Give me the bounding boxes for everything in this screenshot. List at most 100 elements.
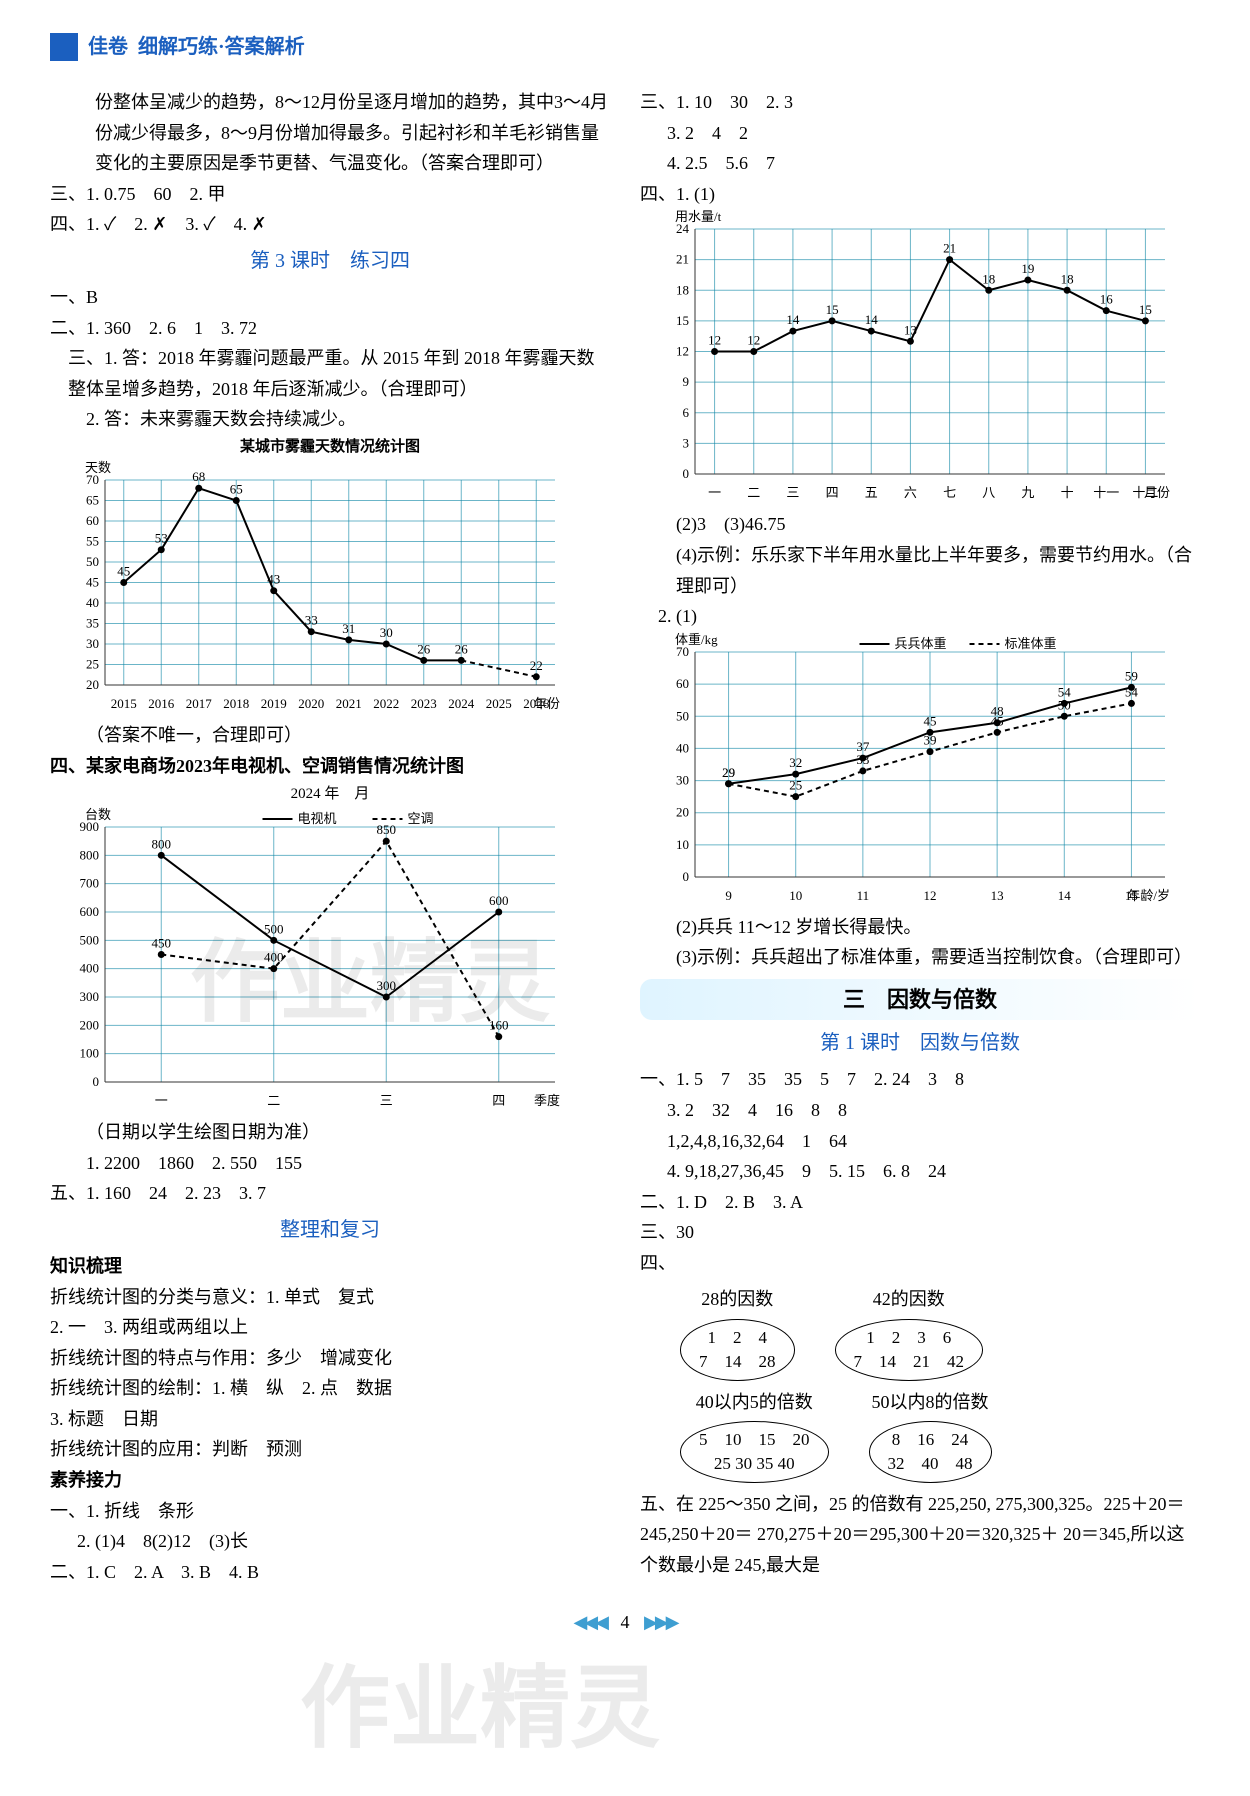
svg-text:65: 65 xyxy=(230,482,243,497)
oval-line: 32 40 48 xyxy=(888,1452,973,1476)
arrow-left-icon: ◀◀◀ xyxy=(573,1612,606,1632)
oval: 5 10 15 20 25 30 35 40 xyxy=(680,1421,829,1483)
svg-text:59: 59 xyxy=(1125,668,1138,683)
text-line: 2. 一 3. 两组或两组以上 xyxy=(50,1312,610,1343)
svg-text:500: 500 xyxy=(80,932,100,947)
left-column: 份整体呈减少的趋势，8～12月份呈逐月增加的趋势，其中3～4月份减少得最多，8～… xyxy=(50,87,610,1587)
oval-line: 1 2 3 6 xyxy=(854,1326,965,1350)
svg-text:32: 32 xyxy=(789,755,802,770)
answer-line: (2)兵兵 11～12 岁增长得最快。 xyxy=(640,912,1200,943)
answer-line: 3. 2 4 2 xyxy=(640,118,1200,149)
svg-text:10: 10 xyxy=(676,837,689,852)
svg-text:9: 9 xyxy=(683,375,690,390)
svg-text:600: 600 xyxy=(489,893,509,908)
oval-row-2: 40以内5的倍数 5 10 15 20 25 30 35 40 50以内8的倍数… xyxy=(680,1387,1200,1483)
svg-text:35: 35 xyxy=(86,616,99,631)
text-line: 一、1. 折线 条形 xyxy=(50,1496,610,1527)
svg-text:15: 15 xyxy=(676,313,689,328)
svg-text:2018: 2018 xyxy=(223,696,249,711)
answer-line: 2. 答：未来雾霾天数会持续减少。 xyxy=(50,404,610,435)
answer-line: 3. 2 32 4 16 8 8 xyxy=(640,1095,1200,1126)
svg-text:12: 12 xyxy=(924,888,937,903)
right-column: 三、1. 10 30 2. 3 3. 2 4 2 4. 2.5 5.6 7 四、… xyxy=(640,87,1200,1587)
svg-text:台数: 台数 xyxy=(85,807,111,822)
answer-line: 五、1. 160 24 2. 23 3. 7 xyxy=(50,1178,610,1209)
svg-text:100: 100 xyxy=(80,1046,100,1061)
svg-text:9: 9 xyxy=(725,888,732,903)
chart-haze: 某城市雾霾天数情况统计图 202530354045505560657020152… xyxy=(50,435,610,721)
answer-line: 一、1. 5 7 35 35 5 7 2. 24 3 8 xyxy=(640,1064,1200,1095)
svg-text:200: 200 xyxy=(80,1017,100,1032)
svg-text:54: 54 xyxy=(1125,684,1139,699)
lesson-title: 第 1 课时 因数与倍数 xyxy=(640,1026,1200,1060)
svg-text:一: 一 xyxy=(708,485,721,500)
answer-line: 五、在 225～350 之间，25 的倍数有 225,250, 275,300,… xyxy=(640,1489,1200,1581)
oval-block: 42的因数 1 2 3 6 7 14 21 42 xyxy=(835,1284,984,1380)
answer-line: 三、1. 0.75 60 2. 甲 xyxy=(50,179,610,210)
svg-text:43: 43 xyxy=(267,572,280,587)
oval: 1 2 4 7 14 28 xyxy=(680,1319,795,1381)
svg-text:700: 700 xyxy=(80,876,100,891)
svg-text:10: 10 xyxy=(789,888,802,903)
chart-weight: 0102030405060709101112131415体重/kg年龄/岁293… xyxy=(640,632,1180,912)
answer-line: 三、30 xyxy=(640,1217,1200,1248)
arrow-right-icon: ▶▶▶ xyxy=(644,1612,677,1632)
svg-text:450: 450 xyxy=(152,936,172,951)
svg-text:六: 六 xyxy=(904,485,917,500)
svg-text:30: 30 xyxy=(676,772,689,787)
chart-title: 某城市雾霾天数情况统计图 xyxy=(50,435,610,461)
text-line: 折线统计图的应用：判断 预测 xyxy=(50,1434,610,1465)
svg-text:14: 14 xyxy=(865,312,879,327)
answer-line: (2)3 (3)46.75 xyxy=(640,509,1200,540)
answer-line: (3)示例：兵兵超出了标准体重，需要适当控制饮食。（合理即可） xyxy=(640,942,1200,973)
svg-text:40: 40 xyxy=(676,740,689,755)
answer-line: 四、1. ✓ 2. ✗ 3. ✓ 4. ✗ xyxy=(50,209,610,240)
svg-text:18: 18 xyxy=(1061,272,1074,287)
svg-text:七: 七 xyxy=(943,485,956,500)
svg-text:18: 18 xyxy=(676,283,689,298)
svg-text:14: 14 xyxy=(1058,888,1072,903)
section-label: 四、某家电商场2023年电视机、空调销售情况统计图 xyxy=(50,751,610,782)
svg-text:11: 11 xyxy=(857,888,870,903)
svg-text:300: 300 xyxy=(80,989,100,1004)
header-title: 细解巧练·答案解析 xyxy=(138,30,305,64)
subheading: 知识梳理 xyxy=(50,1251,610,1282)
answer-line: 二、1. D 2. B 3. A xyxy=(640,1187,1200,1218)
svg-text:12: 12 xyxy=(747,333,760,348)
svg-text:2024: 2024 xyxy=(448,696,475,711)
svg-text:13: 13 xyxy=(991,888,1004,903)
svg-text:19: 19 xyxy=(1021,261,1034,276)
svg-text:50: 50 xyxy=(86,554,99,569)
svg-text:季度: 季度 xyxy=(534,1093,560,1108)
svg-text:20: 20 xyxy=(676,804,689,819)
svg-text:25: 25 xyxy=(789,777,802,792)
unit-banner: 三 因数与倍数 xyxy=(640,979,1200,1020)
answer-line: 1,2,4,8,16,32,64 1 64 xyxy=(640,1126,1200,1157)
svg-text:30: 30 xyxy=(380,625,393,640)
svg-text:2021: 2021 xyxy=(336,696,362,711)
svg-text:2016: 2016 xyxy=(148,696,175,711)
svg-text:45: 45 xyxy=(924,713,937,728)
answer-line: 一、B xyxy=(50,282,610,313)
svg-text:6: 6 xyxy=(683,405,690,420)
svg-text:26: 26 xyxy=(417,642,431,657)
svg-text:20: 20 xyxy=(86,677,99,692)
svg-text:四: 四 xyxy=(826,485,839,500)
svg-text:400: 400 xyxy=(80,961,100,976)
svg-text:40: 40 xyxy=(86,595,99,610)
svg-text:21: 21 xyxy=(676,252,689,267)
svg-text:十一: 十一 xyxy=(1093,485,1119,500)
answer-line: (4)示例：乐乐家下半年用水量比上半年要多，需要节约用水。（合理即可） xyxy=(640,540,1200,601)
svg-text:160: 160 xyxy=(489,1018,509,1033)
answer-line: 三、1. 10 30 2. 3 xyxy=(640,87,1200,118)
answer-line: 二、1. 360 2. 6 1 3. 72 xyxy=(50,313,610,344)
svg-text:60: 60 xyxy=(86,513,99,528)
watermark: 作业精灵 xyxy=(300,1633,660,1786)
oval-block: 40以内5的倍数 5 10 15 20 25 30 35 40 xyxy=(680,1387,829,1483)
svg-text:0: 0 xyxy=(683,869,690,884)
svg-text:2020: 2020 xyxy=(298,696,324,711)
brand-logo-icon xyxy=(50,33,78,61)
svg-text:45: 45 xyxy=(117,564,130,579)
svg-text:600: 600 xyxy=(80,904,100,919)
svg-text:二: 二 xyxy=(747,485,760,500)
